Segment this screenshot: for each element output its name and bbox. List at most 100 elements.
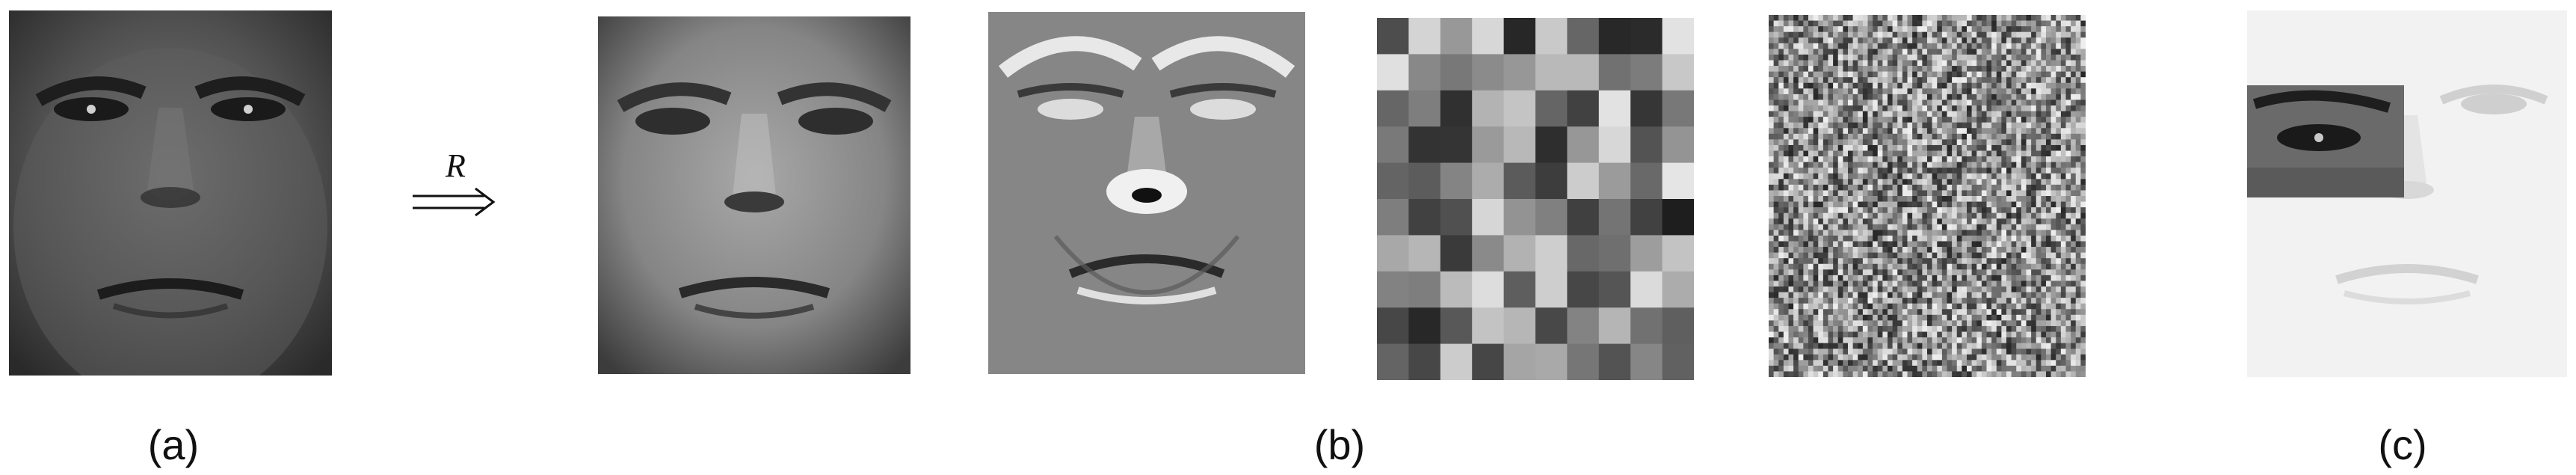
noise-pixel <box>1798 331 1804 338</box>
noise-pixel <box>1976 314 1982 321</box>
noise-pixel <box>2036 190 2042 197</box>
noise-pixel <box>1902 88 1908 95</box>
noise-pixel <box>1976 20 1982 27</box>
noise-pixel <box>1798 263 1804 270</box>
noise-pixel <box>1818 292 1824 298</box>
noise-pixel <box>2036 292 2042 298</box>
noise-pixel <box>1822 139 1828 146</box>
noise-pixel <box>2006 298 2012 304</box>
noise-pixel <box>1778 20 1784 27</box>
noise-pixel <box>1769 337 1774 343</box>
noise-pixel <box>1952 20 1958 27</box>
noise-pixel <box>1813 314 1819 321</box>
noise-pixel <box>1773 20 1779 27</box>
noise-pixel <box>1873 184 1879 191</box>
noise-pixel <box>1971 337 1977 343</box>
noise-pixel <box>1932 31 1938 38</box>
noise-pixel <box>2026 54 2032 61</box>
noise-pixel <box>2071 325 2077 332</box>
noise-pixel <box>2046 207 2051 213</box>
noise-pixel <box>1941 325 1947 332</box>
noise-pixel <box>2056 190 2062 197</box>
noise-pixel <box>1788 303 1794 310</box>
noise-pixel <box>1947 360 1953 367</box>
noise-pixel <box>2011 303 2017 310</box>
noise-pixel <box>1852 31 1858 38</box>
noise-pixel <box>1848 309 1853 316</box>
noise-pixel <box>1837 31 1843 38</box>
noise-pixel <box>2001 275 2007 281</box>
noise-pixel <box>1996 286 2002 292</box>
noise-pixel <box>1843 66 1849 72</box>
noise-pixel <box>1932 331 1938 338</box>
noise-pixel <box>2016 184 2022 191</box>
noise-pixel <box>1858 241 1864 248</box>
noise-pixel <box>2026 275 2032 281</box>
noise-pixel <box>1941 360 1947 367</box>
noise-pixel <box>1927 26 1932 32</box>
noise-pixel <box>1852 88 1858 95</box>
noise-pixel <box>1981 325 1987 332</box>
noise-pixel <box>1808 111 1814 117</box>
noise-pixel <box>1986 354 1992 361</box>
noise-pixel <box>1867 337 1873 343</box>
noise-pixel <box>1952 309 1958 316</box>
noise-pixel <box>1917 298 1923 304</box>
noise-pixel <box>2041 105 2047 111</box>
noise-pixel <box>2021 60 2027 67</box>
noise-pixel <box>1803 15 1809 21</box>
noise-pixel <box>1793 99 1799 106</box>
noise-pixel <box>2026 162 2032 168</box>
noise-pixel <box>1981 139 1987 146</box>
noise-pixel <box>1947 139 1953 146</box>
noise-pixel <box>1991 156 1997 162</box>
noise-pixel <box>1798 241 1804 248</box>
noise-pixel <box>1808 179 1814 186</box>
noise-pixel <box>1888 224 1893 230</box>
noise-pixel <box>1843 88 1849 95</box>
noise-pixel <box>1976 105 1982 111</box>
noise-pixel <box>1967 173 1972 180</box>
noise-pixel <box>1793 286 1799 292</box>
noise-pixel <box>1818 54 1824 61</box>
noise-pixel <box>1917 168 1923 174</box>
noise-pixel <box>2036 133 2042 140</box>
noise-pixel <box>1967 201 1972 208</box>
noise-pixel <box>1867 343 1873 349</box>
noise-pixel <box>1947 298 1953 304</box>
noise-pixel <box>1798 71 1804 78</box>
noise-pixel <box>1778 281 1784 287</box>
noise-pixel <box>1892 122 1898 129</box>
noise-pixel <box>2060 365 2066 372</box>
noise-pixel <box>1783 360 1789 367</box>
noise-pixel <box>2031 54 2037 61</box>
noise-pixel <box>1892 150 1898 157</box>
noise-pixel <box>1976 269 1982 276</box>
noise-pixel <box>1818 37 1824 44</box>
noise-pixel <box>2056 207 2062 213</box>
noise-pixel <box>1837 111 1843 117</box>
noise-pixel <box>1962 66 1968 72</box>
noise-pixel <box>1803 354 1809 361</box>
noise-pixel <box>2071 26 2077 32</box>
noise-pixel <box>1843 247 1849 253</box>
noise-pixel <box>1922 325 1928 332</box>
pixel-block <box>1503 18 1536 55</box>
noise-pixel <box>1902 122 1908 129</box>
noise-pixel <box>2065 196 2071 202</box>
noise-pixel <box>1813 281 1819 287</box>
noise-pixel <box>1892 224 1898 230</box>
pixel-block <box>1567 162 1600 200</box>
noise-pixel <box>2065 94 2071 100</box>
noise-pixel <box>1877 365 1883 372</box>
noise-pixel <box>1952 354 1958 361</box>
noise-pixel <box>1922 60 1928 67</box>
noise-pixel <box>1798 184 1804 191</box>
noise-pixel <box>1956 354 1962 361</box>
noise-pixel <box>1941 337 1947 343</box>
noise-pixel <box>1769 247 1774 253</box>
noise-pixel <box>1858 325 1864 332</box>
noise-pixel <box>1956 105 1962 111</box>
noise-pixel <box>1848 54 1853 61</box>
noise-pixel <box>1783 292 1789 298</box>
